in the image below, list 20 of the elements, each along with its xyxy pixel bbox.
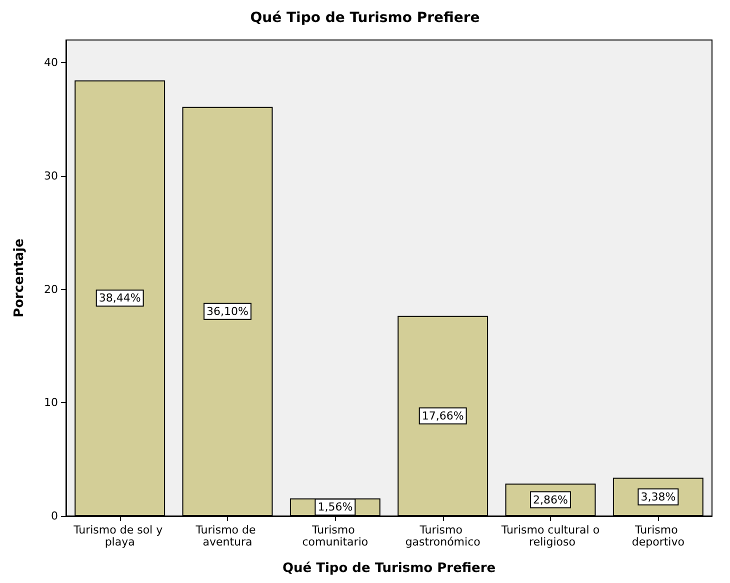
x-tick-label: Turismo de sol y playa (72, 524, 166, 548)
x-tick-label: Turismo cultural o religioso (500, 524, 600, 548)
x-tick-label: Turismo deportivo (632, 524, 685, 548)
x-tick-label: Turismo gastronómico (405, 524, 481, 548)
data-label: 2,86% (533, 493, 568, 506)
data-label: 1,56% (318, 500, 353, 514)
x-tick-label: Turismo comunitario (302, 524, 368, 548)
y-tick-label: 10 (44, 396, 58, 410)
chart-title: Qué Tipo de Turismo Prefiere (250, 10, 480, 26)
x-axis-title: Qué Tipo de Turismo Prefiere (282, 561, 496, 576)
y-tick-label: 30 (44, 170, 58, 182)
data-label: 38,44% (98, 292, 141, 305)
data-label: 3,38% (640, 490, 676, 504)
y-tick-label: 40 (44, 56, 58, 70)
x-tick-label: Turismo de aventura (194, 524, 260, 548)
y-tick-label: 20 (44, 282, 58, 296)
y-axis-title: Porcentaje (12, 238, 27, 318)
data-label: 36,10% (206, 304, 248, 318)
y-tick-label: 0 (51, 510, 58, 522)
data-label: 17,66% (422, 409, 464, 422)
